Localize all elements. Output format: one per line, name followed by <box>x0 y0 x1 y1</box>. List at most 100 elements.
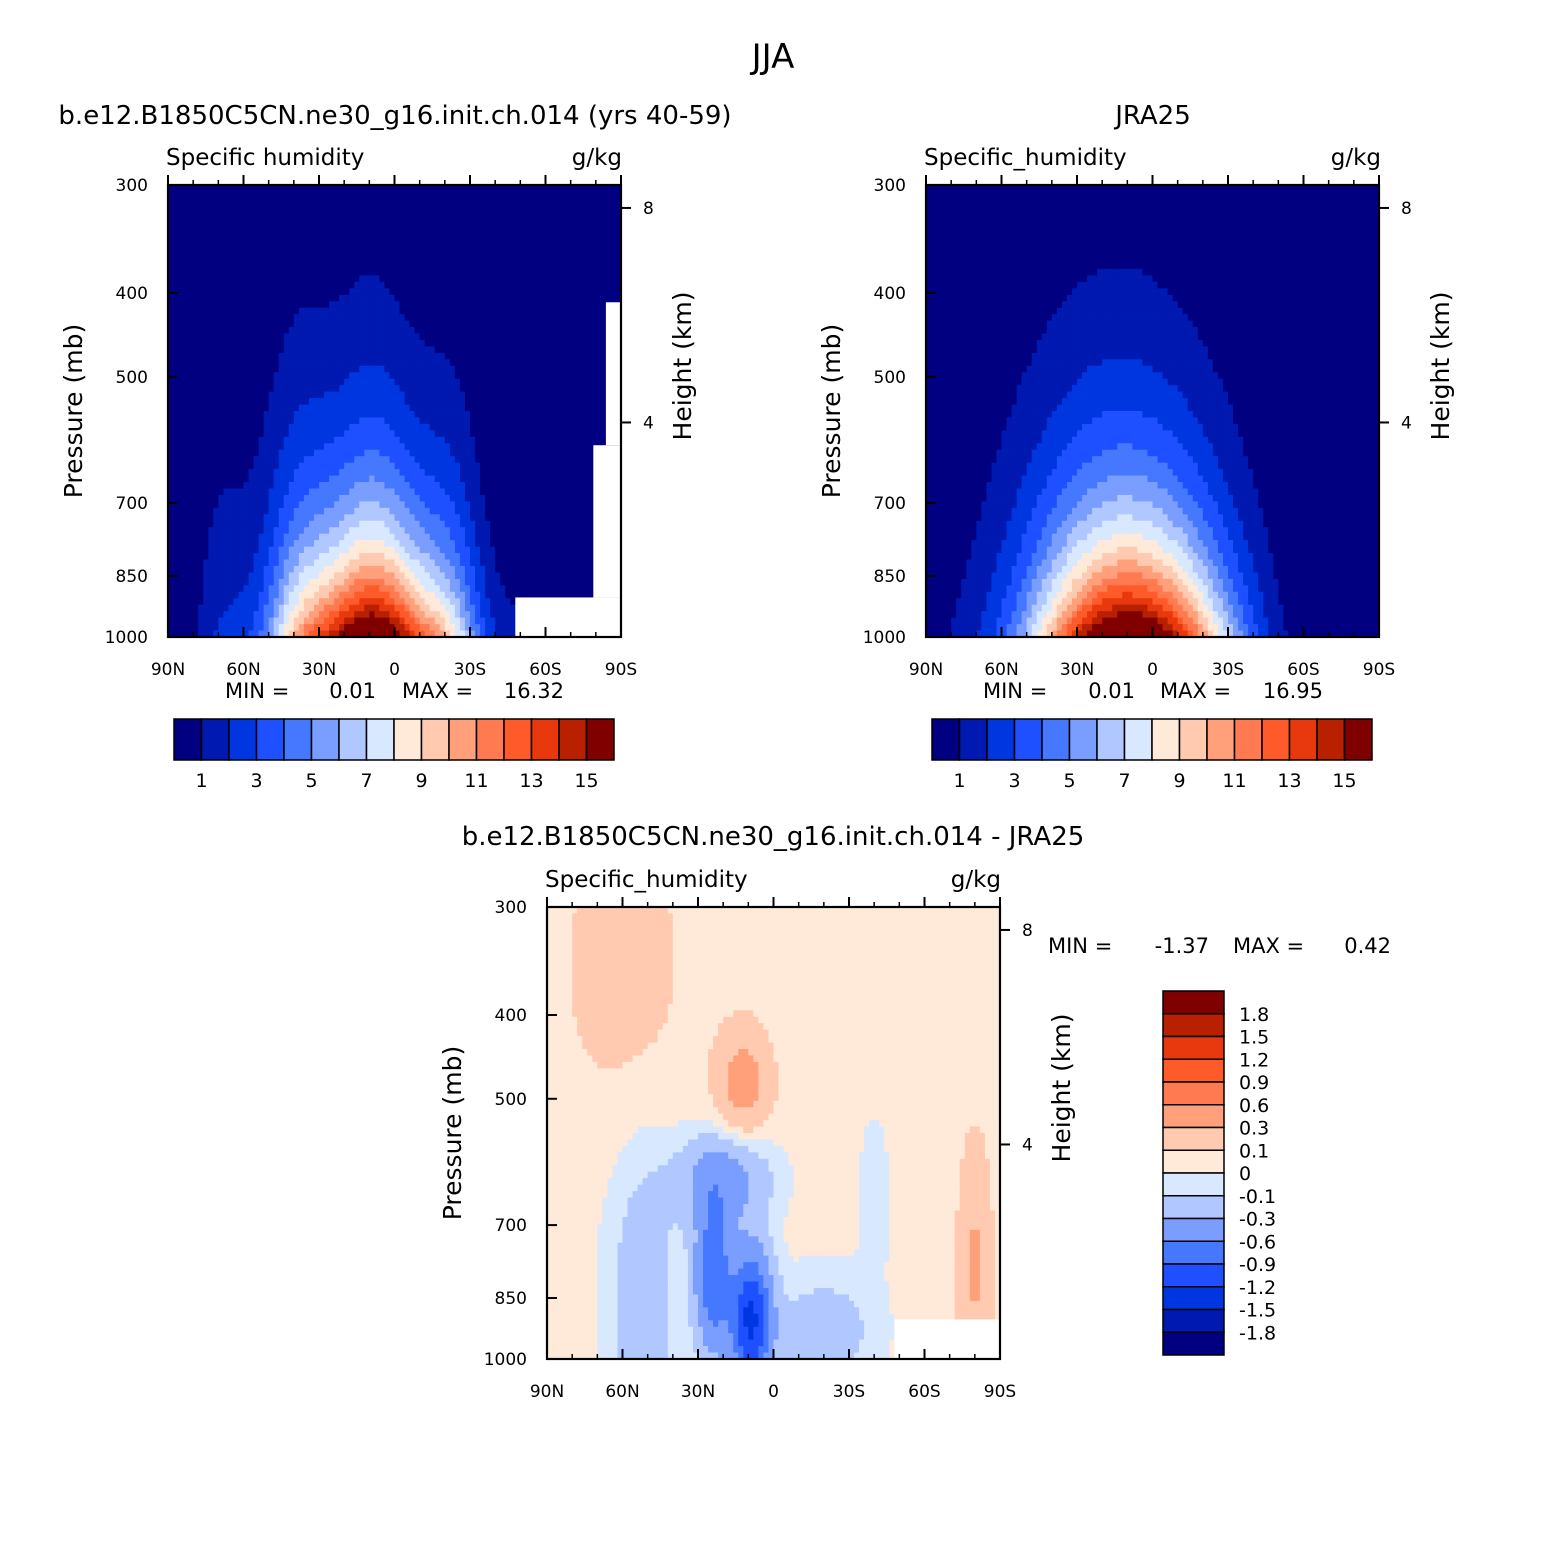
contour-cell <box>459 417 466 425</box>
contour-cell <box>223 210 229 218</box>
contour-cell <box>585 249 592 257</box>
contour-cell <box>374 307 380 315</box>
contour-cell <box>344 217 350 225</box>
contour-cell <box>459 333 466 341</box>
contour-cell <box>399 249 406 257</box>
contour-cell <box>470 314 476 322</box>
contour-cell <box>449 191 456 199</box>
contour-cell <box>208 288 214 296</box>
contour-cell <box>404 520 411 528</box>
contour-cell <box>525 520 531 528</box>
contour-cell <box>278 430 285 438</box>
contour-cell <box>444 243 451 251</box>
contour-cell <box>389 417 396 425</box>
contour-cell <box>339 333 345 341</box>
contour-cell <box>379 230 386 238</box>
contour-cell <box>595 352 602 360</box>
contour-cell <box>535 527 542 535</box>
contour-cell <box>399 352 406 360</box>
contour-cell <box>535 204 542 212</box>
contour-cell <box>590 391 597 399</box>
contour-cell <box>580 191 587 199</box>
contour-cell <box>228 339 235 348</box>
contour-cell <box>610 185 617 193</box>
contour-cell <box>464 494 471 502</box>
contour-cell <box>273 236 280 244</box>
contour-cell <box>409 236 416 244</box>
contour-cell <box>369 210 375 218</box>
contour-cell <box>424 262 431 270</box>
contour-cell <box>319 378 325 386</box>
contour-cell <box>459 275 466 283</box>
contour-cell <box>490 398 496 406</box>
contour-cell <box>324 288 330 296</box>
contour-cell <box>419 320 426 328</box>
contour-cell <box>243 281 250 289</box>
contour-cell <box>409 507 416 515</box>
contour-cell <box>444 475 451 483</box>
contour-cell <box>439 456 446 464</box>
contour-cell <box>495 398 501 406</box>
contour-cell <box>399 527 406 535</box>
contour-cell <box>329 398 335 406</box>
contour-cell <box>485 378 491 386</box>
contour-cell <box>223 436 229 444</box>
contour-cell <box>409 204 416 212</box>
contour-cell <box>298 327 305 335</box>
contour-cell <box>570 398 577 406</box>
contour-cell <box>253 333 260 341</box>
contour-cell <box>288 197 295 205</box>
contour-cell <box>480 365 486 373</box>
contour-cell <box>218 191 224 199</box>
contour-cell <box>485 391 491 399</box>
contour-cell <box>404 494 411 502</box>
contour-cell <box>324 488 330 496</box>
contour-cell <box>293 514 300 522</box>
contour-cell <box>324 385 330 393</box>
contour-cell <box>379 320 386 328</box>
contour-cell <box>344 210 350 218</box>
contour-cell <box>354 197 360 205</box>
contour-cell <box>349 527 355 535</box>
contour-cell <box>404 268 411 276</box>
contour-cell <box>178 430 184 438</box>
contour-cell <box>298 294 305 302</box>
contour-cell <box>585 346 592 354</box>
contour-cell <box>268 456 275 464</box>
contour-cell <box>485 243 491 251</box>
contour-cell <box>475 423 481 431</box>
contour-cell <box>263 333 270 341</box>
contour-cell <box>399 423 406 431</box>
contour-cell <box>233 469 240 477</box>
contour-cell <box>208 501 214 509</box>
contour-cell <box>565 191 572 199</box>
contour-cell <box>575 281 582 289</box>
contour-cell <box>490 365 496 373</box>
contour-cell <box>459 507 466 515</box>
contour-cell <box>329 217 335 225</box>
contour-cell <box>303 365 310 373</box>
contour-cell <box>263 230 270 238</box>
contour-cell <box>580 352 587 360</box>
contour-cell <box>178 256 184 264</box>
contour-cell <box>404 398 411 406</box>
contour-cell <box>480 411 486 419</box>
contour-cell <box>288 469 295 477</box>
contour-cell <box>505 378 511 386</box>
contour-cell <box>570 256 577 264</box>
contour-cell <box>248 314 255 322</box>
contour-cell <box>419 359 426 367</box>
contour-cell <box>283 327 290 335</box>
contour-cell <box>439 294 446 302</box>
contour-cell <box>173 275 179 283</box>
contour-cell <box>268 288 275 296</box>
contour-cell <box>233 359 240 367</box>
contour-cell <box>545 385 552 393</box>
contour-cell <box>555 191 562 199</box>
contour-cell <box>595 249 602 257</box>
contour-cell <box>470 262 476 270</box>
contour-cell <box>243 456 250 464</box>
contour-cell <box>238 268 245 276</box>
contour-cell <box>475 288 481 296</box>
contour-cell <box>319 307 325 315</box>
